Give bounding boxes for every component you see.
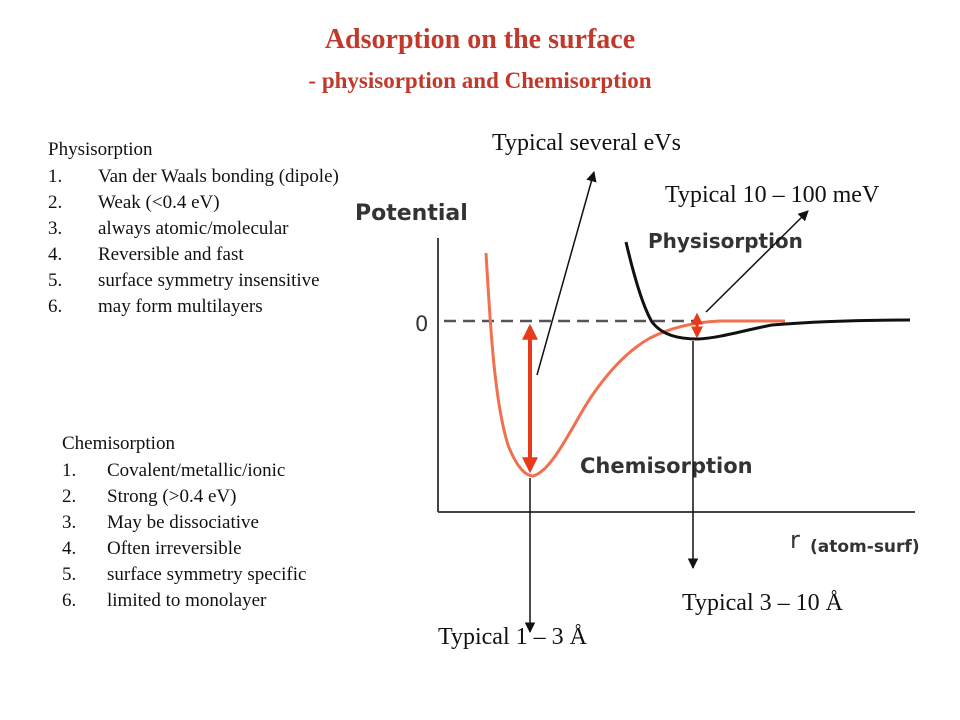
list-item: 4. Reversible and fast [48,242,358,268]
item-text: May be dissociative [107,512,259,533]
item-text: may form multilayers [98,296,263,317]
annotation-mev: Typical 10 – 100 meV [665,182,880,208]
list-item: 3. May be dissociative [62,510,402,536]
item-number: 6. [62,590,77,611]
list-item: 5. surface symmetry specific [62,562,402,588]
item-text: always atomic/molecular [98,218,289,239]
chemisorption-list: Chemisorption 1. Covalent/metallic/ionic … [62,431,402,614]
zero-label: 0 [415,312,428,336]
item-number: 3. [48,218,63,239]
item-number: 6. [48,296,63,317]
item-number: 5. [62,564,77,585]
item-text: Often irreversible [107,538,242,559]
item-text: surface symmetry specific [107,564,307,585]
item-number: 4. [48,244,63,265]
item-text: Reversible and fast [98,244,244,265]
list-item: 5. surface symmetry insensitive [48,268,358,294]
item-number: 2. [62,486,77,507]
list-item: 2. Strong (>0.4 eV) [62,484,402,510]
physisorption-heading: Physisorption [48,139,153,160]
list-item: 1. Covalent/metallic/ionic [62,458,402,484]
x-axis-sub: (atom-surf) [810,537,920,557]
slide-subtitle: - physisorption and Chemisorption [308,68,652,93]
item-number: 2. [48,192,63,213]
item-text: surface symmetry insensitive [98,270,320,291]
item-text: limited to monolayer [107,590,267,611]
list-item: 3. always atomic/molecular [48,216,358,242]
item-text: Strong (>0.4 eV) [107,486,237,507]
list-item: 6. limited to monolayer [62,588,402,614]
item-number: 5. [48,270,63,291]
item-number: 1. [48,166,63,187]
chemisorption-label: Chemisorption [580,454,753,478]
list-item: 2. Weak (<0.4 eV) [48,190,358,216]
physisorption-curve [624,241,911,341]
annotation-several-ev: Typical several eVs [492,130,681,156]
item-text: Covalent/metallic/ionic [107,460,286,481]
chemisorption-heading: Chemisorption [62,433,175,454]
mev-pointer [705,210,809,313]
physisorption-label: Physisorption [648,229,803,253]
chemisorption-curve [484,252,785,478]
annotation-distance-chemisorption: Typical 1 – 3 Å [438,624,587,650]
item-text: Van der Waals bonding (dipole) [98,166,339,187]
list-item: 1. Van der Waals bonding (dipole) [48,164,358,190]
item-number: 1. [62,460,77,481]
item-number: 3. [62,512,77,533]
list-item: 6. may form multilayers [48,294,358,320]
list-item: 4. Often irreversible [62,536,402,562]
item-number: 4. [62,538,77,559]
item-text: Weak (<0.4 eV) [98,192,220,213]
several-ev-pointer [536,170,597,376]
physisorption-list: Physisorption 1. Van der Waals bonding (d… [48,137,358,320]
x-axis-label: r [790,526,800,554]
y-axis-label: Potential [355,201,468,226]
annotation-distance-physisorption: Typical 3 – 10 Å [682,590,843,616]
slide-title: Adsorption on the surface [324,24,636,55]
